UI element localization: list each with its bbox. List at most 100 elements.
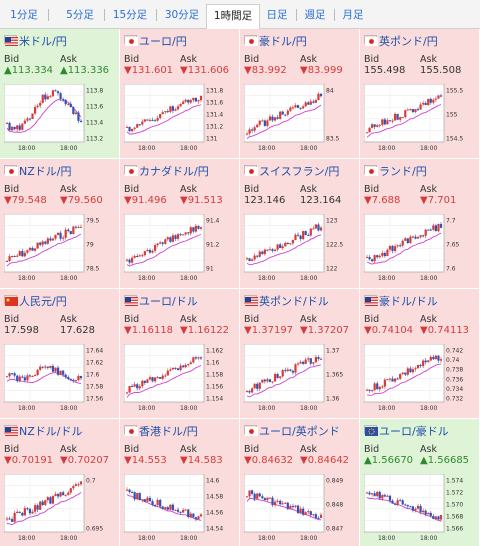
candlestick-chart[interactable]: 17.64 17.62 17.6 17.58 17.56 18:00 18:00 <box>4 344 115 414</box>
rate-cell[interactable]: 英ポンド/円 Bid Ask 155.498 155.508 155.5 155 154.5 1… <box>360 29 479 158</box>
candle-body <box>21 376 24 378</box>
rate-cell[interactable]: ユーロ/英ポンド Bid Ask ▼0.84632 ▼0.84642 0.849 0.848… <box>240 419 359 546</box>
rate-cell[interactable]: スイスフラン/円 Bid Ask 123.146 123.164 123 122.5 122 1… <box>240 159 359 288</box>
candle-body <box>62 492 65 496</box>
candle-body <box>406 368 409 375</box>
moving-average-line <box>246 364 322 398</box>
candle-body <box>309 228 312 236</box>
candlestick-chart[interactable]: 0.742 0.74 0.738 0.736 0.734 0.732 18:00 18:00 <box>364 344 475 414</box>
candle-body <box>161 112 164 115</box>
pair-name[interactable]: NZドル/ドル <box>4 425 82 439</box>
candlestick-chart[interactable]: 7.7 7.65 7.6 18:00 18:00 <box>364 214 475 284</box>
moving-average-line <box>246 497 321 521</box>
candle-body <box>437 355 440 361</box>
rate-cell[interactable]: カナダドル/円 Bid Ask ▼91.496 ▼91.513 91.4 91.2 91 18:… <box>120 159 239 288</box>
candle-body <box>371 259 374 262</box>
tab-6[interactable]: 週足 <box>304 9 326 21</box>
pair-name[interactable]: NZドル/円 <box>4 165 71 179</box>
pair-name[interactable]: 英ポンド/円 <box>364 35 438 49</box>
candle-body <box>141 380 144 387</box>
candlestick-chart[interactable]: 1.162 1.16 1.158 1.156 1.154 18:00 18:00 <box>124 344 235 414</box>
rate-cell[interactable]: NZドル/ドル Bid Ask ▼0.70191 ▼0.70207 0.7 0.695 18:… <box>0 419 119 546</box>
rate-cell[interactable]: 人民元/円 Bid Ask 17.598 17.628 17.64 17.62 17.6 17.… <box>0 289 119 418</box>
candle-body <box>434 355 437 360</box>
pair-name[interactable]: 人民元/円 <box>4 295 67 309</box>
tab-3[interactable]: 30分足 <box>164 9 200 21</box>
candlestick-chart[interactable]: 79.5 79 78.5 18:00 18:00 <box>4 214 115 284</box>
pair-name[interactable]: ユーロ/ドル <box>124 295 198 309</box>
candlestick-chart[interactable]: 91.4 91.2 91 18:00 18:00 <box>124 214 235 284</box>
rate-cell[interactable]: ランド/円 Bid Ask ▼7.688 ▼7.701 7.7 7.65 7.6 18:00 18… <box>360 159 479 288</box>
candle-body <box>319 227 323 231</box>
pair-name[interactable]: 米ドル/円 <box>4 35 67 49</box>
rate-cell[interactable]: 英ポンド/ドル Bid Ask ▼1.37197 ▼1.37207 1.37 1.365 1.… <box>240 289 359 418</box>
rate-cell[interactable]: 豪ドル/円 Bid Ask ▼83.992 ▼83.999 84 83.5 18:00 18:0… <box>240 29 359 158</box>
rate-cell[interactable]: 米ドル/円 Bid Ask ▲113.334 ▲113.336 113.8 113.6 113… <box>0 29 119 158</box>
candle-body <box>23 377 26 381</box>
tab-1[interactable]: 5分足 <box>66 9 94 21</box>
y-tick-label: 91.2 <box>206 242 220 249</box>
y-tick-label: 17.58 <box>86 384 103 391</box>
candle-body <box>192 97 195 101</box>
rate-cell[interactable]: ユーロ/円 Bid Ask ▼131.601 ▼131.606 131.8 131.6 131… <box>120 29 239 158</box>
ask-value: 17.628 <box>60 325 95 336</box>
candlestick-chart[interactable]: 0.7 0.695 18:00 18:00 <box>4 474 115 544</box>
tab-5[interactable]: 日足 <box>266 9 288 21</box>
rate-cell[interactable]: ユーロ/ドル Bid Ask ▼1.16118 ▼1.16122 1.162 1.16 1.1… <box>120 289 239 418</box>
rate-cell[interactable]: NZドル/円 Bid Ask ▼79.548 ▼79.560 79.5 79 78.5 18:0… <box>0 159 119 288</box>
candle-body <box>276 244 279 250</box>
candlestick-chart[interactable]: 1.37 1.365 1.36 18:00 18:00 <box>244 344 355 414</box>
tab-7[interactable]: 月足 <box>342 9 364 21</box>
candlestick-chart[interactable]: 113.8 113.6 113.4 113.2 18:00 18:00 <box>4 84 115 154</box>
pair-name[interactable]: ユーロ/円 <box>124 35 187 49</box>
ask-value: ▼79.560 <box>60 195 103 206</box>
candle-body <box>36 369 39 376</box>
candlestick-chart[interactable]: 1.574 1.572 1.570 1.568 1.566 18:00 18:00 <box>364 474 475 544</box>
rate-cell[interactable]: ユーロ/豪ドル Bid Ask ▲1.56670 ▲1.56685 1.574 1.572 1… <box>360 419 479 546</box>
moving-average-line <box>6 233 82 267</box>
candlestick-chart[interactable]: 84 83.5 18:00 18:00 <box>244 84 355 154</box>
chart-svg: 113.8 113.6 113.4 113.2 18:00 18:00 <box>4 84 103 152</box>
candlestick-chart[interactable]: 14.6 14.58 14.56 14.54 18:00 18:00 <box>124 474 235 544</box>
candle-body <box>69 378 72 380</box>
pair-name[interactable]: ユーロ/豪ドル <box>364 425 449 439</box>
pair-name[interactable]: ランド/円 <box>364 165 427 179</box>
candle-body <box>26 375 29 381</box>
candle-body <box>376 383 379 390</box>
pair-name[interactable]: 香港ドル/円 <box>124 425 198 439</box>
y-tick-label: 1.572 <box>446 490 463 497</box>
candle-body <box>8 518 11 520</box>
candle-body <box>26 118 29 121</box>
rate-cell[interactable]: 香港ドル/円 Bid Ask ▼14.553 ▼14.583 14.6 14.58 14.56… <box>120 419 239 546</box>
candlestick-chart[interactable]: 0.849 0.848 0.847 18:00 18:00 <box>244 474 355 544</box>
candle-body <box>131 492 134 494</box>
tab-2[interactable]: 15分足 <box>112 9 148 21</box>
pair-name[interactable]: 豪ドル/ドル <box>364 295 438 309</box>
x-tick-label: 18:00 <box>138 405 155 412</box>
plot-area <box>124 474 205 533</box>
candlestick-chart[interactable]: 123 122.5 122 18:00 18:00 <box>244 214 355 284</box>
bid-value: 155.498 <box>364 65 406 76</box>
x-tick-label: 18:00 <box>378 535 395 542</box>
candle-body <box>289 107 292 111</box>
candle-body <box>31 247 34 251</box>
pair-name[interactable]: カナダドル/円 <box>124 165 209 179</box>
bid-label: Bid <box>124 54 140 65</box>
tab-0[interactable]: 1分足 <box>10 9 38 21</box>
rate-cell[interactable]: 豪ドル/ドル Bid Ask ▼0.74104 ▼0.74113 0.742 0.74 0.7… <box>360 289 479 418</box>
candle-body <box>36 505 39 510</box>
tab-4[interactable]: 1時間足 <box>206 4 260 29</box>
candle-body <box>317 517 320 519</box>
moving-average-line <box>366 363 442 396</box>
pair-name[interactable]: スイスフラン/円 <box>244 165 339 179</box>
candle-body <box>39 366 42 370</box>
candle-body <box>148 119 152 121</box>
pair-name[interactable]: 英ポンド/ドル <box>244 295 329 309</box>
candlestick-chart[interactable]: 155.5 155 154.5 18:00 18:00 <box>364 84 475 154</box>
pair-name[interactable]: 豪ドル/円 <box>244 35 307 49</box>
pair-name[interactable]: ユーロ/英ポンド <box>244 425 340 439</box>
y-tick-label: 155.5 <box>446 88 463 95</box>
y-tick-label: 1.16 <box>206 360 220 367</box>
candlestick-chart[interactable]: 131.8 131.6 131.4 131.2 131 18:00 18:00 <box>124 84 235 154</box>
candle-body <box>56 367 60 375</box>
